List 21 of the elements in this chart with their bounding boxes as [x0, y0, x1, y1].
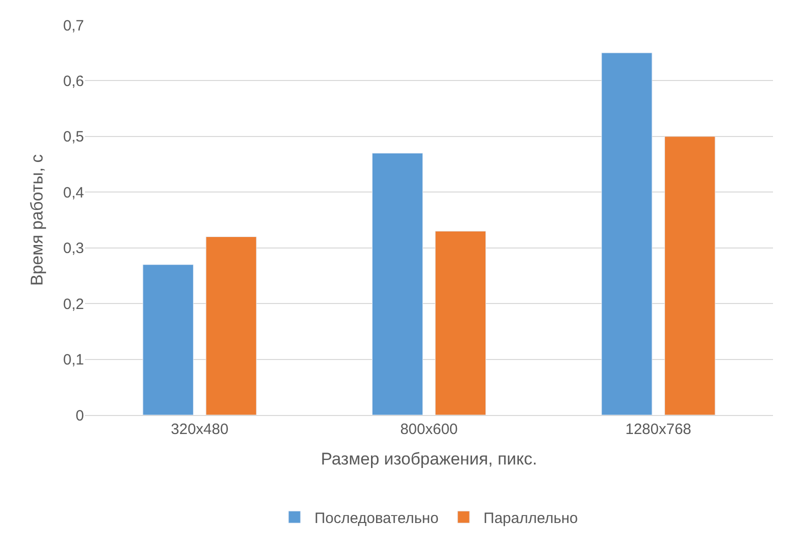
legend-label: Параллельно	[484, 510, 578, 527]
y-tick-label: 0,7	[63, 17, 84, 34]
bar	[142, 264, 194, 415]
y-tick-label: 0	[76, 407, 84, 424]
y-tick-label: 0,4	[63, 184, 84, 202]
y-tick-label: 0,6	[63, 72, 84, 90]
bar	[601, 52, 652, 415]
y-tick-label: 0,3	[63, 240, 84, 258]
y-tick-label: 0,2	[63, 296, 84, 313]
y-axis-title: Время работы, с	[28, 154, 47, 286]
bar	[206, 236, 257, 415]
bar	[664, 136, 716, 415]
x-tick-label: 320x480	[170, 421, 228, 438]
bar	[435, 230, 486, 415]
x-tick-label: 800x600	[400, 421, 458, 438]
y-tick-label: 0,1	[63, 352, 84, 369]
x-axis-title: Размер изображения, пикс.	[320, 449, 538, 468]
bar	[372, 152, 423, 415]
legend-label: Последовательно	[314, 510, 439, 527]
x-tick-label: 1280x768	[625, 421, 692, 438]
y-tick-label: 0,5	[63, 128, 84, 146]
